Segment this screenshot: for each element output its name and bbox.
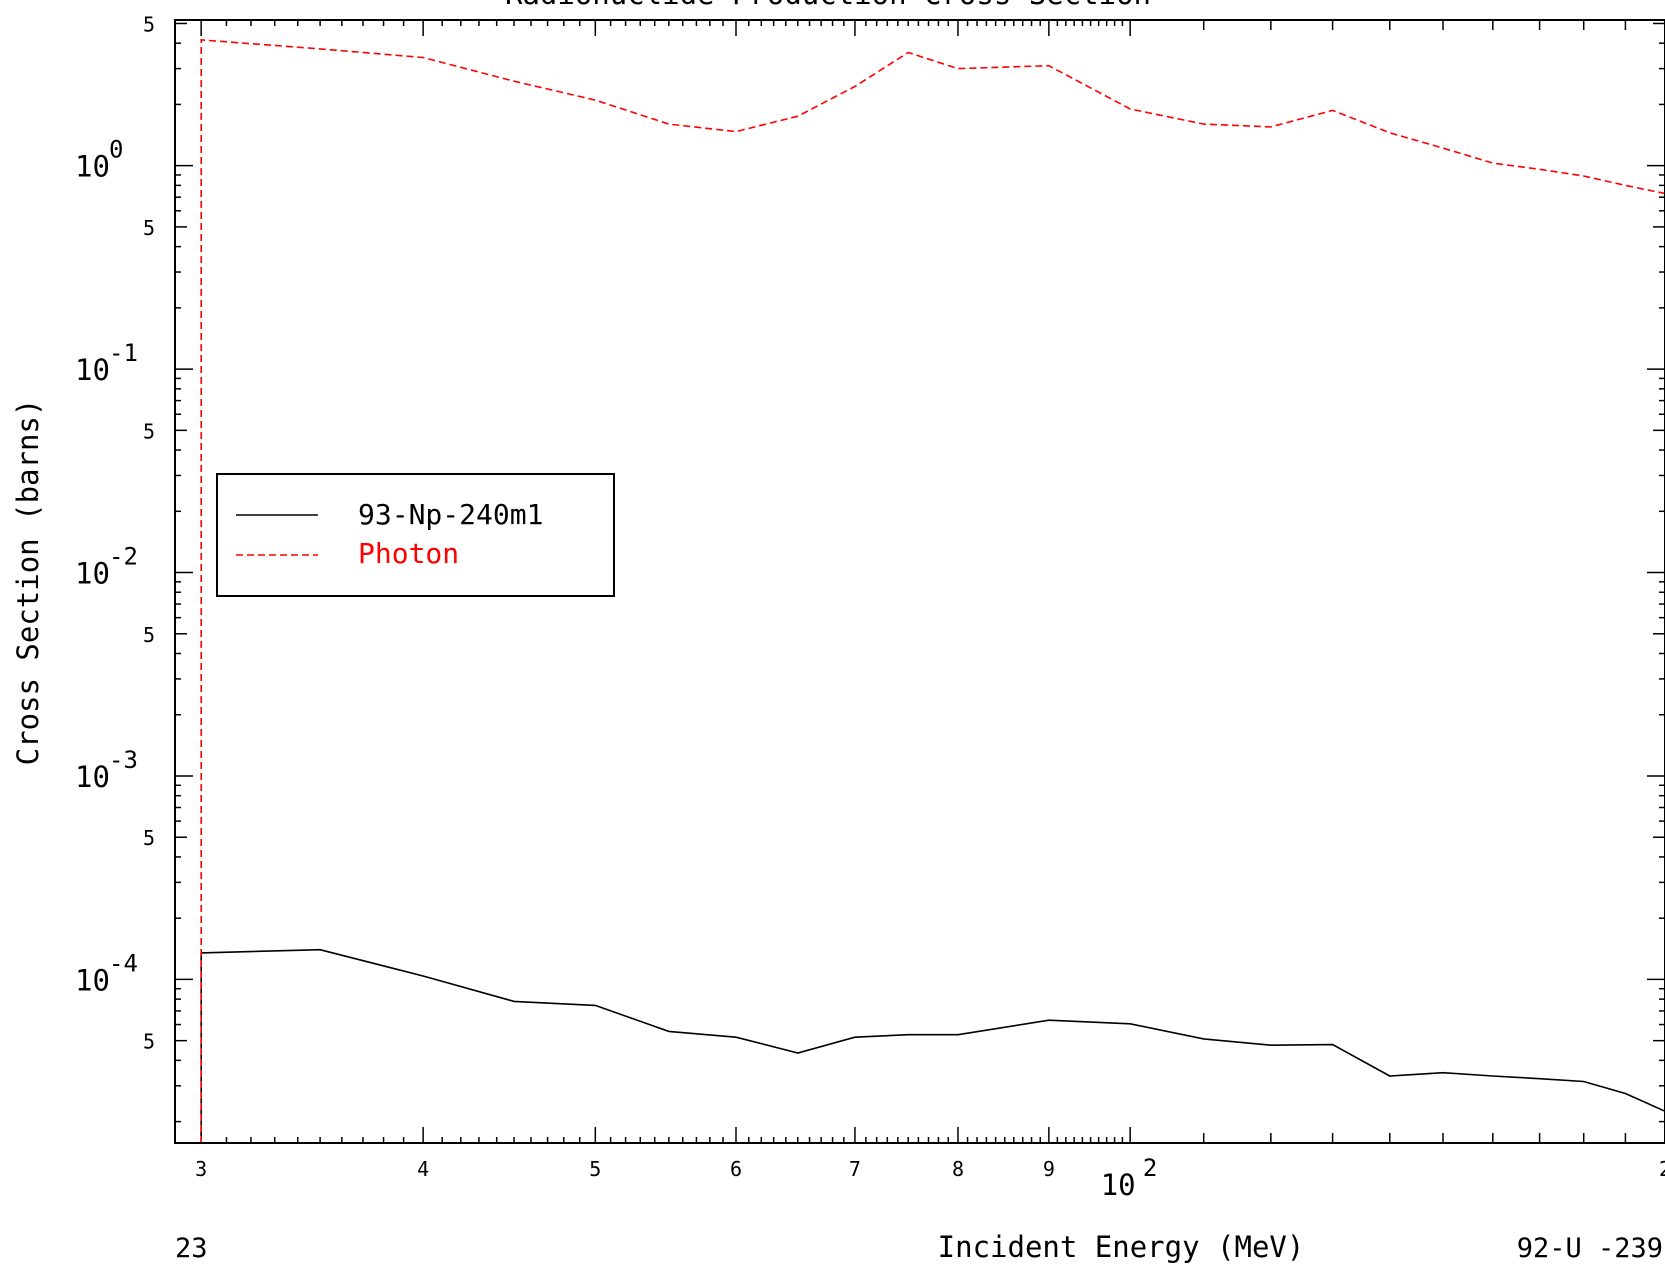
y-axis-label: Cross Section (barns) — [11, 399, 45, 766]
footer-right-label: 92-U -239 — [1517, 1233, 1663, 1264]
footer-left-label: 23 — [175, 1233, 208, 1264]
y-decade-label-exp: -1 — [109, 339, 138, 367]
series-line-photon — [200, 39, 1665, 1143]
y-decade-label-base: 10 — [75, 353, 110, 387]
x-decade-label-base: 10 — [1101, 1168, 1136, 1202]
x-tick-label: 7 — [849, 1157, 861, 1181]
x-tick-label: 5 — [589, 1157, 601, 1181]
x-decade-label-exp: 2 — [1143, 1154, 1157, 1182]
y-five-label: 5 — [143, 216, 155, 240]
x-tick-label: 9 — [1043, 1157, 1055, 1181]
x-tick-label: 6 — [730, 1157, 742, 1181]
series-line-np240m1 — [200, 948, 1665, 1143]
y-decade-label-exp: -2 — [109, 543, 138, 571]
legend: 93-Np-240m1 Photon — [216, 473, 615, 597]
y-five-label: 5 — [143, 419, 155, 443]
legend-box — [216, 473, 615, 597]
y-decade-label-base: 10 — [75, 963, 110, 997]
y-decade-label-base: 10 — [75, 150, 110, 184]
x-tick-label: 2 — [1659, 1157, 1665, 1181]
y-five-label: 5 — [143, 1030, 155, 1054]
plot-frame — [174, 19, 1665, 1144]
plot-series — [200, 39, 1665, 1143]
legend-label-photon: Photon — [358, 537, 459, 570]
x-tick-label: 4 — [417, 1157, 429, 1181]
y-decade-label-base: 10 — [75, 760, 110, 794]
y-decade-label-base: 10 — [75, 557, 110, 591]
chart-title: Radionuclide Production Cross Section — [505, 0, 1151, 11]
y-decade-label-exp: -4 — [109, 949, 138, 977]
x-tick-label: 8 — [952, 1157, 964, 1181]
legend-label-np240m1: 93-Np-240m1 — [358, 498, 543, 531]
y-five-label: 5 — [143, 826, 155, 850]
y-five-label: 5 — [143, 623, 155, 647]
y-five-label: 5 — [143, 12, 155, 36]
y-decade-label-exp: 0 — [109, 136, 123, 164]
x-axis-label: Incident Energy (MeV) — [938, 1230, 1305, 1264]
y-decade-label-exp: -3 — [109, 746, 138, 774]
x-tick-label: 3 — [195, 1157, 207, 1181]
